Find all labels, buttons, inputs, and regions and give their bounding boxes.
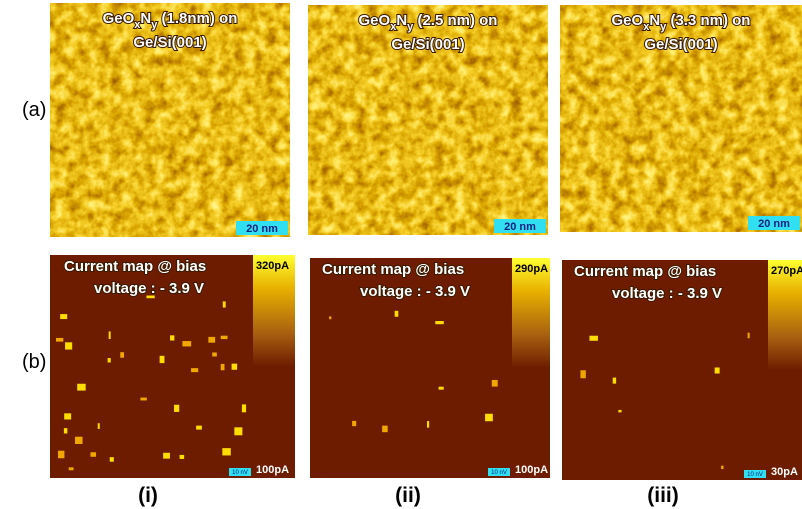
current-spot (182, 341, 191, 346)
title-part: (3.3 nm) on (666, 12, 750, 29)
current-spot (77, 384, 85, 391)
panel-label: (i) (138, 484, 158, 507)
row-label: (a) (22, 99, 46, 121)
panel-label: (iii) (647, 484, 679, 507)
current-spot (234, 427, 242, 435)
color-bar (253, 255, 295, 478)
scale-bar-label: 20 nm (504, 221, 536, 233)
map-title: voltage : - 3.9 V (360, 283, 470, 300)
row-label: (b) (22, 351, 46, 373)
title-part: N (396, 12, 407, 29)
current-spot (75, 437, 83, 444)
scale-bar-label: 10 nV (747, 472, 763, 478)
current-spot (98, 423, 100, 429)
current-spot (160, 356, 165, 363)
current-spot (191, 368, 198, 372)
map-title: voltage : - 3.9 V (612, 285, 722, 302)
current-spot (120, 352, 124, 358)
current-spot (715, 367, 720, 373)
current-spot (174, 405, 179, 412)
scale-bar-label: 10 nV (491, 470, 507, 476)
current-spot (69, 467, 74, 470)
scale-bar-label: 20 nm (246, 223, 278, 235)
color-bar (768, 260, 802, 480)
color-bar-max: 290pA (515, 263, 548, 275)
current-spot (618, 410, 621, 412)
color-bar-min: 30pA (771, 466, 798, 478)
current-spot (382, 426, 388, 433)
current-spot (90, 452, 96, 457)
current-spot (109, 331, 111, 339)
current-spot (64, 413, 71, 419)
current-spot (721, 466, 723, 469)
color-bar-min: 100pA (515, 464, 548, 476)
current-spot (60, 314, 67, 319)
current-spot (232, 364, 238, 370)
current-spot (329, 316, 331, 319)
current-spot (613, 378, 616, 384)
color-bar-max: 320pA (256, 260, 289, 272)
current-spot (64, 428, 67, 433)
panel-label: (ii) (395, 484, 421, 507)
title-part: GeO (612, 12, 644, 29)
current-spot (352, 421, 356, 426)
current-spot (163, 453, 170, 459)
current-spot (180, 455, 185, 459)
title-part: (1.8nm) on (157, 10, 237, 27)
title-part: (2.5 nm) on (413, 12, 497, 29)
current-spot (427, 421, 429, 428)
current-spot (58, 451, 64, 459)
title-part: N (649, 12, 660, 29)
current-spot (435, 321, 443, 324)
map-title: Current map @ bias (574, 263, 716, 280)
current-spot (208, 337, 215, 343)
map-title: Current map @ bias (322, 261, 464, 278)
color-bar-min: 100pA (256, 464, 289, 476)
image-title: Ge/Si(001) (644, 36, 717, 53)
scale-bar-label: 20 nm (758, 218, 790, 230)
current-spot (170, 335, 174, 340)
current-spot (580, 370, 585, 378)
scale-bar-label: 10 nV (232, 470, 248, 476)
current-spot (110, 457, 114, 462)
current-spot (65, 342, 72, 349)
current-spot (748, 333, 750, 339)
image-title: Ge/Si(001) (133, 34, 206, 51)
current-spot (221, 336, 228, 339)
map-title: voltage : - 3.9 V (94, 280, 204, 297)
title-part: N (140, 10, 151, 27)
current-spot (485, 414, 493, 421)
current-spot (108, 358, 111, 362)
color-bar (512, 258, 550, 478)
current-spot (56, 338, 63, 342)
current-spot (196, 426, 202, 430)
current-spot (223, 301, 226, 307)
title-part: GeO (359, 12, 391, 29)
current-spot (492, 380, 498, 387)
current-spot (140, 398, 146, 401)
current-spot (221, 364, 225, 370)
color-bar-max: 270pA (771, 265, 802, 277)
figure: (a) (b) GeOxNy (1.8nm) onGe/Si(001)20 nm… (0, 0, 802, 509)
image-title: Ge/Si(001) (391, 36, 464, 53)
map-title: Current map @ bias (64, 258, 206, 275)
current-spot (242, 404, 246, 412)
current-spot (222, 448, 230, 455)
current-spot (212, 352, 217, 356)
current-spot (395, 311, 399, 317)
current-spot (589, 336, 597, 341)
title-part: GeO (103, 10, 135, 27)
current-spot (439, 387, 444, 390)
